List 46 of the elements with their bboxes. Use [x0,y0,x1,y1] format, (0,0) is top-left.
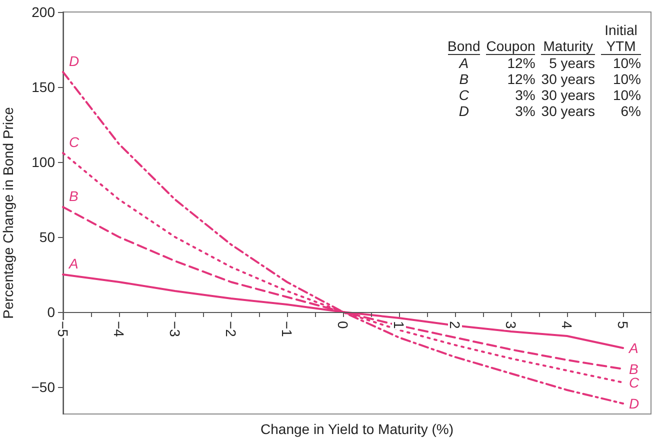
series-label: D [629,396,640,412]
y-axis-title: Percentage Change in Bond Price [0,106,16,319]
annotation: Coupon [486,22,536,55]
annotation: 30 years [541,103,595,119]
x-tick-label: 1 [391,321,407,329]
x-tick-label: −3 [167,321,183,338]
y-tick-label: 50 [39,229,56,245]
x-tick-label: 5 [615,321,631,329]
x-tick-label: −5 [55,321,71,338]
annotation: B [458,71,470,87]
text: B [629,361,638,377]
x-tick-label: −4 [111,321,127,338]
annotation: 10% [612,71,641,87]
y-tick-label: 100 [32,154,56,170]
annotation: 6% [620,103,641,119]
annotation: C [458,87,470,103]
x-tick-label: −1 [279,321,295,338]
series-label: B [69,188,78,204]
x-tick-label: 3 [503,321,519,329]
annotation: 30 years [541,71,595,87]
y-tick-label: 200 [32,4,56,20]
text: D [69,53,80,69]
text: C [69,134,80,150]
x-tick-label: 4 [559,321,575,329]
x-axis-title: Change in Yield to Maturity (%) [260,421,454,437]
annotation: 12% [506,71,536,87]
y-tick-label: −50 [31,379,56,395]
annotation: 3% [514,87,536,103]
annotation: 10% [612,55,641,71]
series-label: C [629,374,640,390]
annotation: 5 years [548,55,595,71]
annotation: 3% [514,103,536,119]
annotation: Initial YTM [601,22,641,55]
series-label: A [68,256,78,272]
y-tick-label: 150 [32,79,56,95]
annotation: Maturity [541,22,595,55]
annotation: 12% [506,55,536,71]
annotation: 10% [612,87,641,103]
text: A [629,340,638,356]
x-tick-label: 0 [335,321,351,329]
x-tick-label: 2 [447,321,463,329]
annotation: D [458,103,470,119]
annotation: Bond [448,22,480,55]
annotation: A [458,55,470,71]
x-tick-label: −2 [223,321,239,338]
annotation: 30 years [541,87,595,103]
